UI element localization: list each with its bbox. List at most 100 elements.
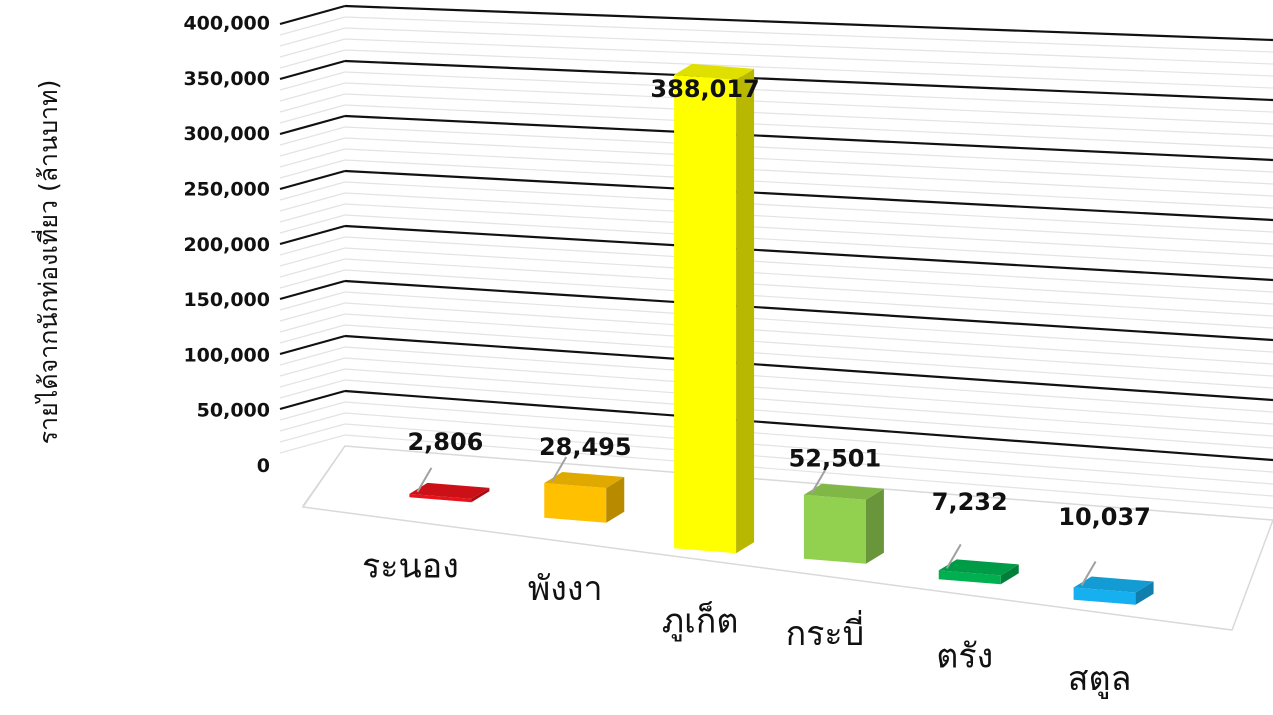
gridline-side-minor [279,203,346,223]
gridline-minor [344,137,1273,185]
gridline-minor [344,368,1273,437]
gridline-side [279,279,346,301]
gridline-side [279,334,346,356]
gridline-minor [344,379,1273,449]
y-tick-label: 200,000 [183,234,270,256]
gridline-side-minor [279,137,346,157]
y-tick-label: 50,000 [197,400,270,422]
gridline-side-minor [279,291,346,311]
gridline-side-minor [279,16,346,36]
bars [409,63,1154,605]
data-label: 52,501 [789,445,882,473]
gridline-minor [344,423,1273,497]
gridline-minor [344,302,1273,365]
data-label: 28,495 [539,433,632,461]
gridline-minor [344,181,1273,233]
leader-line [945,543,962,569]
bar-side [1000,564,1019,585]
category-label: ระนอง [362,546,459,586]
y-tick-label: 100,000 [183,344,270,366]
gridline-side-minor [279,71,346,91]
gridline-minor [344,357,1273,425]
bar-front [674,74,737,554]
y-axis-ticks: 0 50,000 100,000 150,000 200,000 250,000 300,0… [183,13,270,477]
gridline-side-minor [279,38,346,58]
leader-line [551,456,568,482]
gridline-major [344,59,1273,102]
leader-line [1080,561,1097,587]
gridline-side [279,4,346,26]
gridline-minor [344,148,1273,197]
gridlines [279,4,1273,509]
gridline-minor [344,324,1273,389]
gridline-side-minor [279,192,346,212]
gridline-side-minor [279,412,346,432]
category-label: กระบี่ [786,610,865,654]
gridline-minor [344,434,1273,509]
bar-front [803,494,866,564]
gridline-side-minor [279,258,346,278]
gridline-side-minor [279,93,346,113]
gridline-minor [344,192,1273,245]
bar [938,559,1019,585]
gridline-side [279,389,346,411]
category-label: ภูเก็ต [662,600,739,641]
bar-front [938,570,1001,585]
gridline-side-minor [279,368,346,388]
gridline-side-minor [279,423,346,443]
bar-top [938,559,1019,576]
gridline-minor [344,412,1273,485]
data-label: 388,017 [650,75,759,103]
y-axis-title: รายได้จากนักท่องเที่ยว (ล้านบาท) [31,80,63,445]
gridline-minor [344,247,1273,305]
gridline-side [279,169,346,191]
bar-front [409,493,472,503]
gridline-minor [344,38,1273,77]
gridline-side-minor [279,379,346,399]
gridline-minor [344,16,1273,53]
data-label: 7,232 [932,488,1008,516]
leader-line [811,468,827,494]
leader-line [416,467,433,493]
gridline-side-minor [279,82,346,102]
gridline-side-minor [279,247,346,267]
y-tick-label: 300,000 [183,123,270,145]
gridline-side-minor [279,214,346,234]
gridline-side-minor [279,434,346,454]
gridline-minor [344,236,1273,293]
gridline-side [279,59,346,81]
gridline-side [279,114,346,136]
category-label: สตูล [1068,659,1132,699]
gridline-minor [344,346,1273,413]
gridline-side-minor [279,181,346,201]
category-label: พังงา [528,569,603,609]
bar [674,63,755,554]
data-label: 2,806 [407,428,483,456]
bar-side [471,487,490,503]
bar [409,482,490,503]
gridline-major [344,169,1273,222]
gridline-side-minor [279,269,346,289]
bar [544,471,625,523]
bar-side [865,488,884,564]
gridline-minor [344,159,1273,209]
gridline-major [344,114,1273,162]
bar-front [1073,587,1136,605]
gridline-side [279,224,346,246]
bar-side [1135,581,1154,605]
gridline-minor [344,214,1273,269]
bar-front [544,482,607,523]
bar-side [606,476,625,523]
gridline-minor [344,313,1273,377]
gridline-side-minor [279,346,346,366]
gridline-minor [344,104,1273,149]
bar-top [544,471,625,488]
bar [803,483,884,564]
gridline-side-minor [279,302,346,322]
gridline-minor [344,258,1273,317]
gridline-side-minor [279,324,346,344]
gridline-side-minor [279,126,346,146]
gridline-minor [344,401,1273,473]
y-tick-label: 350,000 [183,68,270,90]
